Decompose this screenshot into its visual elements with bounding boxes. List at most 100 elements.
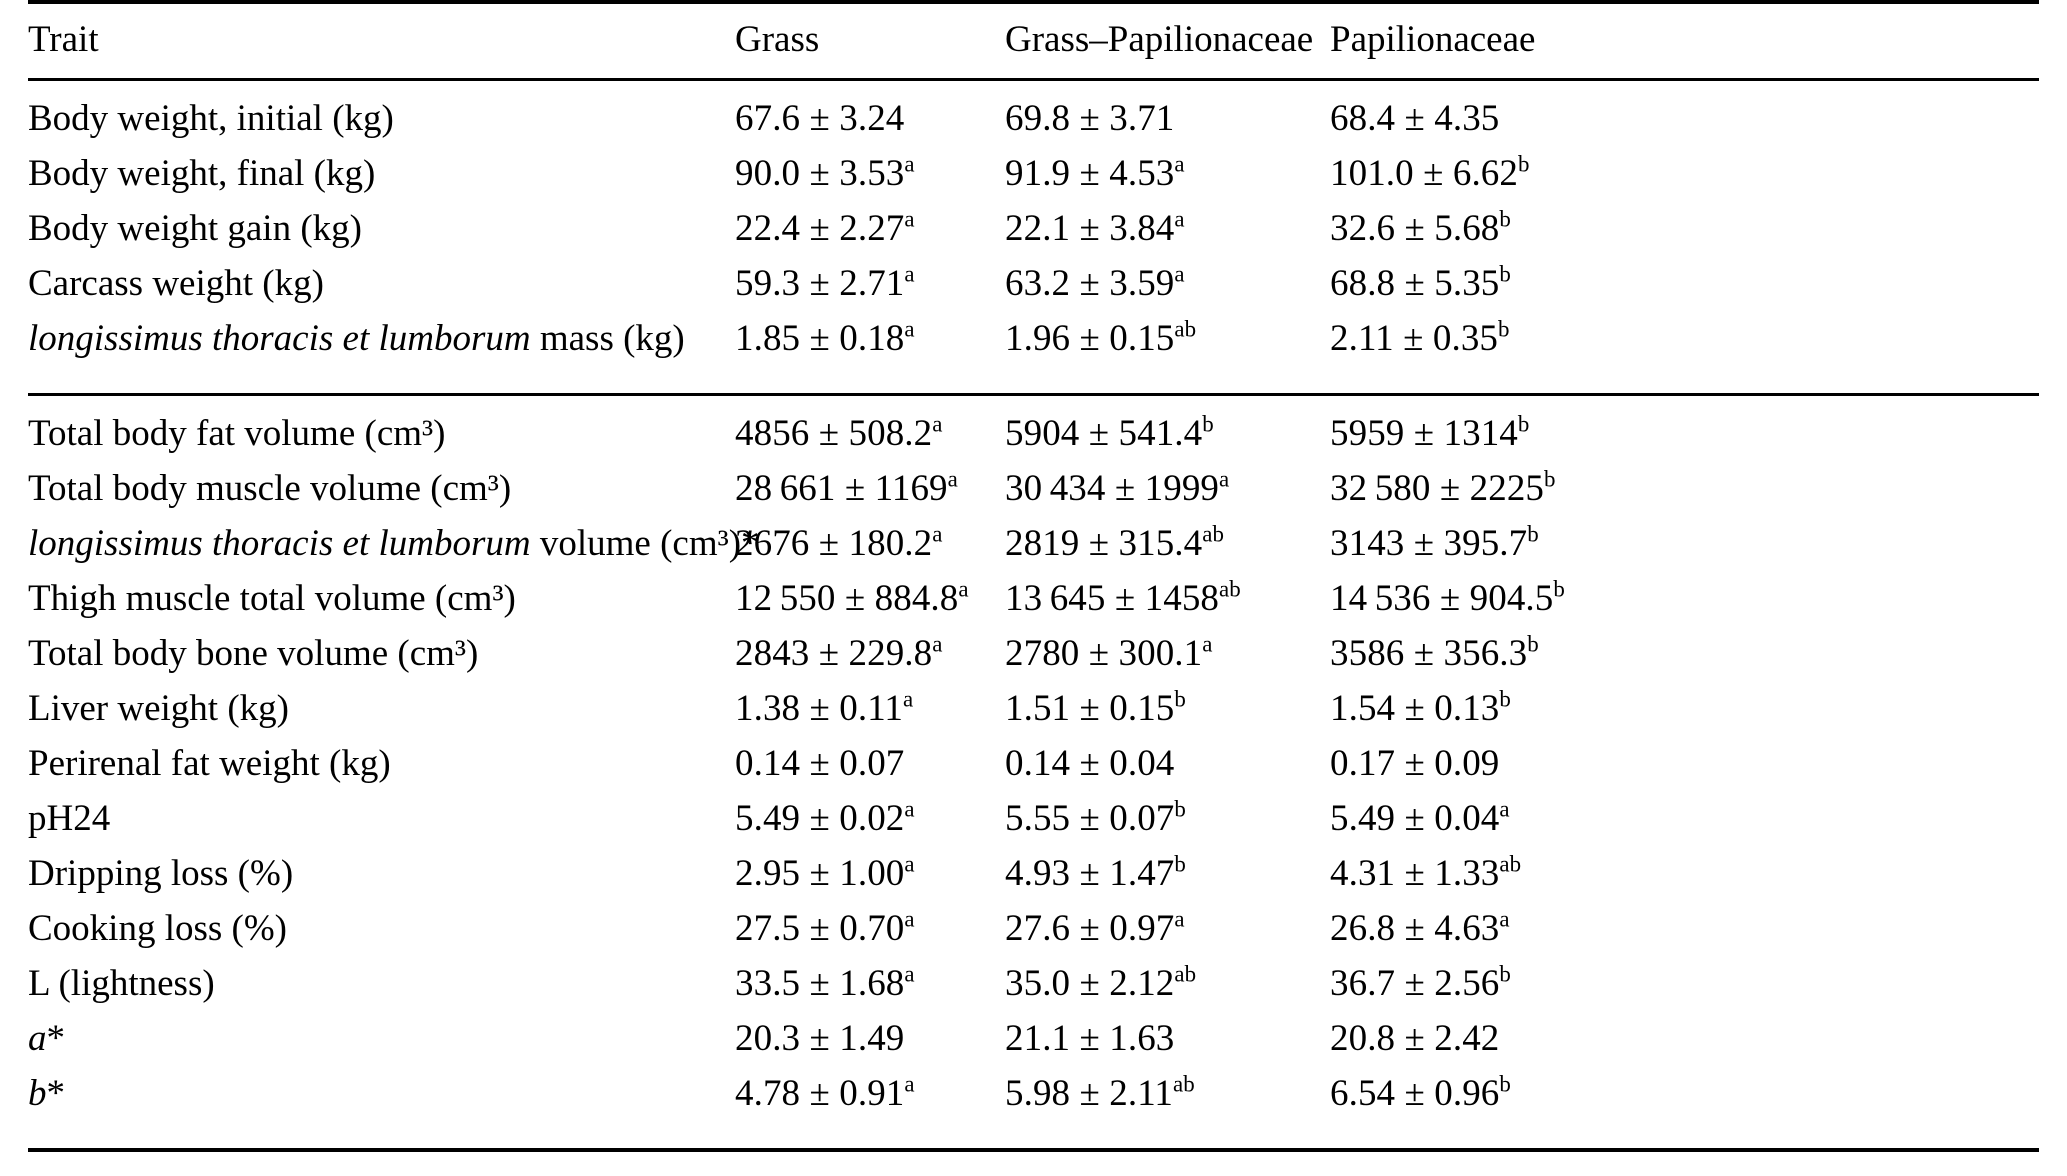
value-text: 35.0 ± 2.12 [1005,963,1175,1004]
value-text: 4.93 ± 1.47 [1005,853,1175,894]
value-text: 13 645 ± 1458 [1005,578,1220,619]
significance-superscript: b [1174,796,1186,822]
significance-superscript: a [903,686,914,712]
value-text: 5.49 ± 0.02 [735,798,905,839]
table-row: Liver weight (kg) 1.38 ± 0.11a 1.51 ± 0.15… [28,686,2039,745]
trait-label-cell: Carcass weight (kg) [28,265,735,320]
trait-label-cell: Body weight, initial (kg) [28,81,735,155]
value-cell-papilionaceae: 20.8 ± 2.42 [1330,1020,2039,1075]
value-cell-grass-papilionaceae: 27.6 ± 0.97a [1005,906,1330,965]
significance-superscript: a [932,521,943,547]
trait-label-cell: Liver weight (kg) [28,690,735,745]
trait-label-text: Cooking loss (%) [28,908,287,949]
value-text: 5.49 ± 0.04 [1330,798,1500,839]
column-header-trait: Trait [28,19,99,60]
header-row: Trait Grass Grass–Papilionaceae Papilion… [28,4,2039,80]
value-text: 5.98 ± 2.11 [1005,1073,1174,1114]
value-text: 20.8 ± 2.42 [1330,1018,1500,1059]
value-cell-papilionaceae: 3143 ± 395.7b [1330,523,2039,580]
value-cell-grass-papilionaceae: 21.1 ± 1.63 [1005,1020,1330,1075]
trait-label-text: Carcass weight (kg) [28,263,324,304]
value-text: 4.78 ± 0.91 [735,1073,905,1114]
significance-superscript: ab [1499,851,1522,877]
significance-superscript: a [904,1071,915,1097]
significance-superscript: b [1174,851,1186,877]
significance-superscript: b [1499,261,1511,287]
value-cell-grass-papilionaceae: 22.1 ± 3.84a [1005,208,1330,265]
trait-label-cell: Perirenal fat weight (kg) [28,745,735,800]
trait-label-cell: longissimus thoracis et lumborum volume … [28,525,760,580]
value-cell-grass: 1.85 ± 0.18a [735,316,1005,395]
value-text: 101.0 ± 6.62 [1330,153,1519,194]
table-row: Perirenal fat weight (kg) 0.14 ± 0.07 0.14… [28,745,2039,800]
value-text: 6.54 ± 0.96 [1330,1073,1500,1114]
value-cell-grass: 12 550 ± 884.8a [735,576,1005,635]
value-text: 1.96 ± 0.15 [1005,318,1175,359]
significance-superscript: b [1498,316,1510,342]
significance-superscript: a [904,151,915,177]
significance-superscript: b [1202,411,1214,437]
table-row: Total body fat volume (cm³) 4856 ± 508.2a… [28,396,2039,470]
table-row: Body weight, initial (kg) 67.6 ± 3.24 69.8… [28,81,2039,155]
significance-superscript: b [1518,151,1530,177]
value-text: 67.6 ± 3.24 [735,98,905,139]
trait-label-text: Body weight, final (kg) [28,153,376,194]
significance-superscript: a [947,466,958,492]
value-text: 1.38 ± 0.11 [735,688,904,729]
value-cell-grass-papilionaceae: 35.0 ± 2.12ab [1005,963,1330,1020]
trait-label-text: Liver weight (kg) [28,688,289,729]
value-text: 2.95 ± 1.00 [735,853,905,894]
value-text: 69.8 ± 3.71 [1005,98,1175,139]
significance-superscript: b [1174,686,1186,712]
value-cell-papilionaceae: 2.11 ± 0.35b [1330,316,2039,395]
significance-superscript: a [932,411,943,437]
significance-superscript: b [1499,961,1511,987]
value-cell-papilionaceae: 68.4 ± 4.35 [1330,81,2039,155]
value-text: 0.17 ± 0.09 [1330,743,1500,784]
value-cell-papilionaceae: 0.17 ± 0.09 [1330,745,2039,800]
significance-superscript: b [1499,1071,1511,1097]
rule-header-separator [28,78,2039,82]
value-cell-papilionaceae: 36.7 ± 2.56b [1330,961,2039,1020]
value-cell-grass: 33.5 ± 1.68a [735,961,1005,1020]
value-text: 68.4 ± 4.35 [1330,98,1500,139]
significance-superscript: a [1174,906,1185,932]
value-cell-grass-papilionaceae: 2780 ± 300.1a [1005,633,1330,690]
value-text: 1.85 ± 0.18 [735,318,905,359]
value-text: 22.4 ± 2.27 [735,208,905,249]
value-text: 2.11 ± 0.35 [1330,318,1499,359]
trait-label-text: Thigh muscle total volume (cm³) [28,578,516,619]
trait-label-text: Perirenal fat weight (kg) [28,743,391,784]
value-cell-grass: 90.0 ± 3.53a [735,151,1005,210]
value-text: 3586 ± 356.3 [1330,633,1528,674]
value-text: 2780 ± 300.1 [1005,633,1203,674]
value-cell-papilionaceae: 6.54 ± 0.96b [1330,1071,2039,1150]
trait-label-text: mass (kg) [530,318,685,359]
significance-superscript: a [904,961,915,987]
value-cell-papilionaceae: 68.8 ± 5.35b [1330,261,2039,320]
value-text: 91.9 ± 4.53 [1005,153,1175,194]
significance-superscript: ab [1202,521,1224,547]
value-text: 2843 ± 229.8 [735,633,933,674]
significance-superscript: a [904,316,915,342]
table-row: Thigh muscle total volume (cm³) 12 550 ± … [28,576,2039,635]
trait-label-cell: L (lightness) [28,965,735,1020]
value-text: 21.1 ± 1.63 [1005,1018,1175,1059]
traits-data-table: Trait Grass Grass–Papilionaceae Papilion… [28,0,2039,1154]
significance-superscript: ab [1174,316,1197,342]
table-section-live-carcass: Body weight, initial (kg) 67.6 ± 3.24 69.8… [28,81,2039,395]
table-row: Body weight, final (kg) 90.0 ± 3.53a 91.9 … [28,151,2039,210]
trait-label-cell: Total body bone volume (cm³) [28,635,735,690]
value-text: 30 434 ± 1999 [1005,468,1220,509]
value-cell-papilionaceae: 5959 ± 1314b [1330,396,2039,470]
value-cell-grass-papilionaceae: 5.98 ± 2.11ab [1005,1073,1330,1150]
value-cell-papilionaceae: 14 536 ± 904.5b [1330,578,2039,635]
value-cell-grass: 2676 ± 180.2a [735,521,1005,580]
trait-label-text: pH24 [28,798,111,839]
significance-superscript: a [904,206,915,232]
value-cell-papilionaceae: 32.6 ± 5.68b [1330,208,2039,265]
significance-superscript: a [958,576,969,602]
table-row: Cooking loss (%) 27.5 ± 0.70a 27.6 ± 0.97a… [28,906,2039,965]
value-text: 4.31 ± 1.33 [1330,853,1500,894]
